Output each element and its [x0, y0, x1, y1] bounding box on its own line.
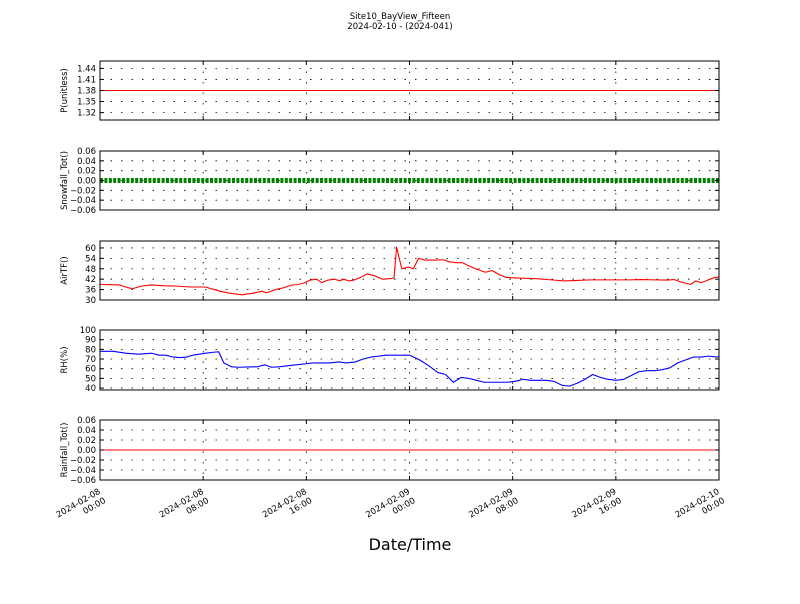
- series-group: [100, 350, 719, 387]
- y-tick-label: 50: [85, 374, 96, 384]
- x-tick-labels: 2024-02-0800:00 2024-02-0808:00 2024-02-08…: [55, 487, 727, 529]
- y-tick-label: 0.04: [77, 426, 96, 436]
- y-tick-label: 100: [80, 326, 96, 336]
- x-tick-label: 2024-02-0808:00: [158, 487, 211, 529]
- chart-title: Site10_BayView_Fifteen: [350, 12, 451, 22]
- y-tick-label: 1.35: [77, 98, 96, 108]
- y-tick-label: −0.02: [70, 456, 96, 466]
- y-tick-label: −0.04: [70, 196, 96, 206]
- y-tick-label: 42: [85, 275, 96, 285]
- series-line-1: [100, 246, 719, 296]
- y-tick-label: 0.02: [77, 167, 96, 177]
- subplot-2: −0.06−0.04−0.020.000.020.040.06 Snowfall_…: [60, 147, 720, 216]
- y-tick-label: 36: [85, 286, 96, 296]
- subplot-frame: [99, 240, 720, 301]
- y-tick-label: 0.04: [77, 157, 96, 167]
- subplot-1: 1.321.351.38 1.411.44 P(unitless): [60, 60, 720, 121]
- y-tick-label: 90: [85, 336, 96, 346]
- y-tick-label: 0.06: [77, 147, 96, 157]
- x-tick-label: 2024-02-1000:00: [674, 487, 727, 529]
- y-tick-label: 70: [85, 355, 96, 365]
- y-tick-label: 1.32: [77, 109, 96, 119]
- y-tick-label: 0.02: [77, 436, 96, 446]
- series-group: [100, 246, 719, 296]
- y-tick-label: 30: [85, 296, 96, 306]
- y-tick-label: −0.06: [70, 206, 96, 216]
- y-tick-label: −0.02: [70, 186, 96, 196]
- x-tick-label: 2024-02-0908:00: [467, 487, 520, 529]
- y-tick-label: 40: [85, 384, 96, 394]
- subplot-frame: [99, 329, 720, 391]
- series-line-1: [100, 350, 719, 387]
- y-tick-label: 54: [85, 254, 96, 264]
- y-tick-label: −0.06: [70, 476, 96, 486]
- y-axis-label: Snowfall_Tot(): [60, 151, 70, 210]
- chart-panels: 1.321.351.381.411.44P(unitless)−0.06−0.0…: [60, 60, 720, 486]
- y-tick-label: 0.00: [77, 177, 96, 187]
- x-axis-label: Date/Time: [369, 535, 452, 554]
- y-tick-label: −0.04: [70, 466, 96, 476]
- x-tick-label: 2024-02-0800:00: [55, 487, 108, 529]
- y-axis-label: P(unitless): [60, 68, 70, 113]
- y-tick-label: 60: [85, 244, 96, 254]
- y-tick-label: 48: [85, 265, 96, 275]
- y-axis-label: AirTF(): [60, 256, 70, 284]
- x-tick-label: 2024-02-0816:00: [261, 487, 314, 529]
- y-tick-label: 60: [85, 365, 96, 375]
- y-tick-label: 1.38: [77, 87, 96, 97]
- y-axis-label: Rainfall_Tot(): [60, 423, 70, 478]
- y-tick-label: 0.06: [77, 416, 96, 426]
- x-tick-label: 2024-02-0916:00: [571, 487, 624, 529]
- y-tick-label: 1.44: [77, 64, 96, 74]
- x-tick-label: 2024-02-0900:00: [364, 487, 417, 529]
- subplot-5: −0.06−0.04−0.020.000.020.040.06 Rainfall_…: [60, 416, 720, 486]
- y-tick-label: 1.41: [77, 75, 96, 85]
- y-tick-label: 80: [85, 345, 96, 355]
- y-tick-label: 0.00: [77, 446, 96, 456]
- y-axis-label: RH(%): [60, 346, 70, 373]
- chart-subtitle: 2024-02-10 - (2024-041): [347, 22, 452, 32]
